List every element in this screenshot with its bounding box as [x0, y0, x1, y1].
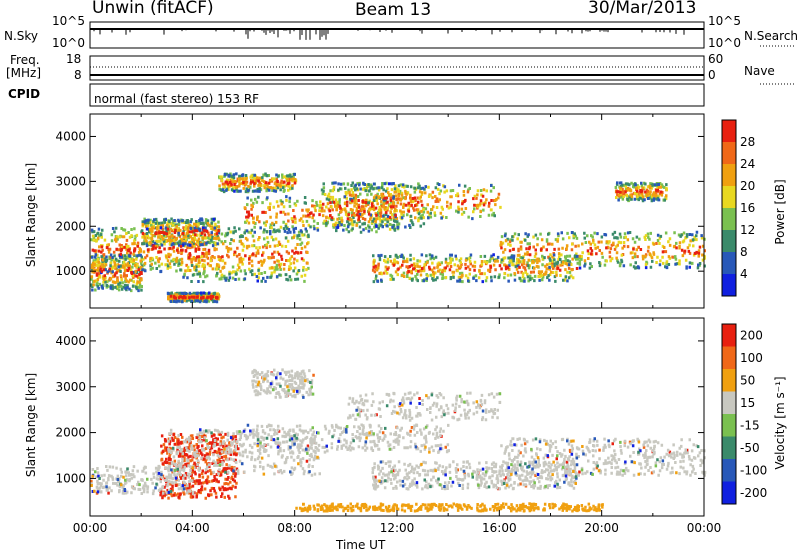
velocity-colorbar-frame [721, 323, 737, 505]
cpid-panel-frame [89, 83, 705, 107]
velocity-ytick-label-0: 1000 [55, 471, 86, 485]
power-colorbar-segment-5 [722, 164, 736, 186]
power-ytick-label-1: 2000 [55, 219, 86, 233]
noise-panel-frame [89, 21, 705, 49]
xtick-label-4: 16:00 [482, 521, 517, 535]
velocity-colorbar-segment-3 [722, 414, 736, 437]
velocity-colorbar-segment-1 [722, 459, 736, 482]
power-colorbar-segment-3 [722, 208, 736, 230]
power-cells-7 [91, 179, 702, 300]
freq-ytick-left-top: 18 [66, 52, 82, 66]
station-title: Unwin (fitACF) [92, 0, 214, 18]
power-ytick-label-3: 4000 [55, 129, 86, 143]
power-colorbar-segment-0 [722, 274, 736, 296]
freq-ytick-left-bottom: 8 [74, 68, 82, 82]
power-colorbar-segment-1 [722, 252, 736, 274]
xtick-label-1: 04:00 [175, 521, 210, 535]
noise-ytick-left-bottom: 10^0 [52, 36, 85, 50]
xtick-label-3: 12:00 [380, 521, 415, 535]
power-colorbar-segment-7 [722, 120, 736, 142]
freq-panel-frame [89, 55, 705, 81]
date-title: 30/Mar/2013 [588, 0, 697, 18]
xtick-label-6: 00:00 [687, 521, 722, 535]
power-colorbar-segment-6 [722, 142, 736, 164]
freq-label: Freq. [10, 53, 40, 67]
velocity-colorbar-segment-4 [722, 391, 736, 414]
power-colorbar-tick-5: 24 [740, 157, 755, 171]
velocity-colorbar-tick-4: -15 [740, 418, 760, 432]
velocity-colorbar-tick-0: 200 [740, 328, 763, 342]
velocity-colorbar-segment-6 [722, 346, 736, 369]
power-colorbar-tick-4: 20 [740, 179, 755, 193]
power-cells-4 [90, 176, 705, 302]
power-colorbar-tick-1: 8 [740, 245, 748, 259]
power-colorbar-segment-4 [722, 186, 736, 208]
velocity-colorbar-tick-2: 50 [740, 373, 755, 387]
nsearch-label: N.Search [744, 29, 799, 43]
x-axis-label: Time UT [336, 538, 386, 552]
velocity-colorbar-tick-1: 100 [740, 351, 763, 365]
velocity-colorbar-tick-5: -50 [740, 441, 760, 455]
velocity-colorbar-tick-3: 15 [740, 396, 755, 410]
freq-ytick-right-bottom: 0 [708, 68, 716, 82]
xtick-label-0: 00:00 [73, 521, 108, 535]
nsky-label: N.Sky [4, 29, 39, 43]
xtick-label-2: 08:00 [277, 521, 312, 535]
power-cells-0 [90, 172, 706, 303]
velocity-colorbar-tick-6: -100 [740, 463, 767, 477]
velocity-ytick-label-3: 4000 [55, 334, 86, 348]
noise-ytick-right-bottom: 10^0 [708, 36, 741, 50]
velocity-colorbar-segment-7 [722, 324, 736, 347]
velocity-cells-1 [107, 371, 689, 500]
power-colorbar-tick-6: 28 [740, 135, 755, 149]
beam-title: Beam 13 [355, 0, 432, 20]
velocity-ytick-label-2: 3000 [55, 380, 86, 394]
power-cells-2 [90, 174, 706, 303]
power-ytick-label-0: 1000 [55, 264, 86, 278]
power-ytick-label-2: 3000 [55, 174, 86, 188]
noise-ytick-left-top: 10^5 [52, 14, 85, 28]
power-colorbar-tick-0: 4 [740, 267, 748, 281]
velocity-ytick-label-1: 2000 [55, 426, 86, 440]
freq-ytick-right-top: 60 [708, 52, 724, 66]
nave-label: Nave [744, 64, 775, 78]
velocity-colorbar-segment-0 [722, 481, 736, 504]
velocity-colorbar-segment-5 [722, 369, 736, 392]
nsky-trace [93, 30, 685, 40]
power-colorbar-segment-2 [722, 230, 736, 252]
noise-ytick-right-top: 10^5 [708, 14, 741, 28]
power-colorbar-tick-2: 12 [740, 223, 755, 237]
velocity-colorbar-tick-7: -200 [740, 486, 767, 500]
velocity-cells-2 [90, 368, 707, 496]
mode-text: normal (fast stereo) 153 RF [94, 92, 260, 106]
freq-unit-label: [MHz] [6, 66, 42, 80]
power-colorbar-tick-3: 16 [740, 201, 755, 215]
velocity-colorbar-segment-2 [722, 436, 736, 459]
xtick-label-5: 20:00 [584, 521, 619, 535]
cpid-label: CPID [8, 87, 41, 101]
power-colorbar-frame [721, 119, 737, 297]
